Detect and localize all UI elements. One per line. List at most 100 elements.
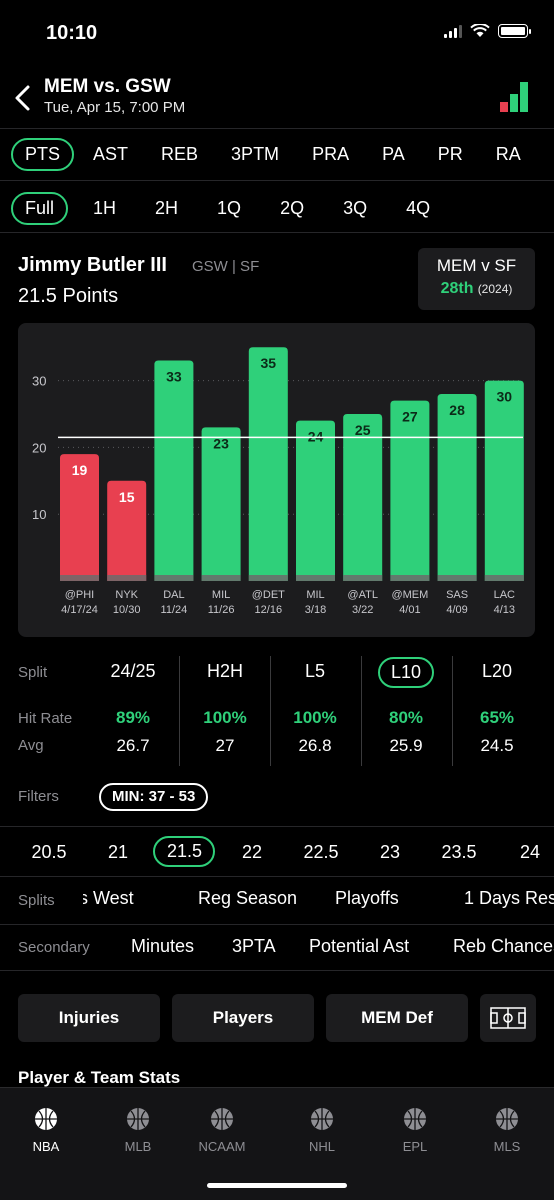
period-tab-1q[interactable]: 1Q (217, 198, 242, 218)
back-chevron-icon[interactable] (12, 84, 36, 112)
line-option[interactable]: 21 (107, 842, 129, 862)
tab-pa[interactable]: PA (382, 144, 405, 164)
nav-ncaam[interactable]: NCAAM (182, 1108, 262, 1154)
tab-ast[interactable]: AST (93, 144, 129, 164)
split-filter-playoffs[interactable]: Playoffs (335, 888, 399, 908)
basketball-icon (35, 1108, 57, 1130)
bar[interactable] (60, 454, 99, 581)
secondary-stat-minutes[interactable]: Minutes (131, 936, 195, 956)
bar[interactable] (484, 380, 524, 581)
split-l5[interactable]: L5 (304, 661, 326, 681)
team-defense-button[interactable]: MEM Def (326, 994, 468, 1042)
period-tab-2h[interactable]: 2H (155, 198, 179, 218)
nav-label: NCAAM (198, 1139, 246, 1154)
line-option[interactable]: 24 (519, 842, 541, 862)
bar-group[interactable]: 30 (484, 380, 524, 581)
period-tab-full[interactable]: Full (11, 192, 69, 225)
y-tick-label: 20 (32, 440, 46, 455)
nav-epl[interactable]: EPL (375, 1108, 455, 1154)
period-tab-1h[interactable]: 1H (93, 198, 117, 218)
bar-value-label: 27 (402, 409, 418, 425)
bar[interactable] (437, 393, 477, 581)
line-option[interactable]: 22 (241, 842, 263, 862)
tab-pr[interactable]: PR (437, 144, 463, 164)
home-indicator (207, 1183, 347, 1188)
bar-group[interactable]: 28 (437, 393, 477, 581)
minutes-filter-chip[interactable]: MIN: 37 - 53 (99, 783, 209, 811)
split-l20[interactable]: L20 (481, 661, 513, 681)
bar[interactable] (390, 400, 430, 581)
nav-nhl[interactable]: NHL (282, 1108, 362, 1154)
hockey-puck-icon (311, 1108, 333, 1130)
secondary-row-label: Secondary (18, 939, 90, 956)
player-team-position: GSW | SF (192, 258, 260, 275)
bar-group[interactable]: 15 (107, 480, 147, 581)
nav-mls[interactable]: MLS (467, 1108, 547, 1154)
split-filter-vs-west[interactable]: vs West (70, 888, 134, 908)
secondary-stat-reb-chances[interactable]: Reb Chances (453, 936, 554, 956)
nav-nba[interactable]: NBA (6, 1108, 86, 1154)
tab-3ptm[interactable]: 3PTM (231, 144, 280, 164)
divider (0, 232, 554, 233)
bar[interactable] (248, 347, 288, 581)
bar-value-label: 23 (213, 435, 229, 451)
court-view-button[interactable] (480, 994, 536, 1042)
hit-rate-label: Hit Rate (18, 710, 73, 727)
period-tab-3q[interactable]: 3Q (343, 198, 368, 218)
x-tick-date: 4/17/24 (61, 604, 98, 616)
x-tick-opponent: MIL (306, 589, 324, 601)
tab-pra[interactable]: PRA (312, 144, 350, 164)
bar-chart-icon[interactable] (500, 80, 530, 112)
split-filter-1-days-rest[interactable]: 1 Days Rest (464, 888, 554, 908)
line-option[interactable]: 23 (379, 842, 401, 862)
players-button[interactable]: Players (172, 994, 314, 1042)
bar[interactable] (154, 360, 194, 581)
chart-svg: 10 20 30 19 @PHI 4/17/24 15 NYK 10/30 33 DAL 11/24 2… (32, 347, 524, 616)
period-tab-4q[interactable]: 4Q (406, 198, 431, 218)
bar[interactable] (343, 414, 383, 581)
secondary-stat-3pta[interactable]: 3PTA (232, 936, 276, 956)
bar-group[interactable]: 19 (60, 454, 99, 581)
bar-base (107, 575, 147, 581)
line-option[interactable]: 21.5 (153, 836, 215, 867)
tab-pts[interactable]: PTS (11, 138, 75, 171)
bar-group[interactable]: 35 (248, 347, 288, 581)
y-tick-label: 10 (32, 507, 46, 522)
tab-reb[interactable]: REB (161, 144, 199, 164)
bar-base (296, 575, 335, 581)
bar-group[interactable]: 27 (390, 400, 430, 581)
bar-base (60, 575, 99, 581)
secondary-stat-potential-ast[interactable]: Potential Ast (309, 936, 410, 956)
hit-rate-value: 80% (388, 708, 424, 727)
avg-value: 25.9 (389, 736, 423, 755)
bar-group[interactable]: 33 (154, 360, 194, 581)
split-filter-reg-season[interactable]: Reg Season (198, 888, 298, 908)
nav-mlb[interactable]: MLB (98, 1108, 178, 1154)
split-l10[interactable]: L10 (378, 657, 434, 688)
bottom-nav: NBA MLB NCAAM NHL EPL MLS (0, 1087, 554, 1200)
bar[interactable] (201, 427, 241, 581)
x-tick-date: 10/30 (113, 604, 141, 616)
bar[interactable] (107, 480, 147, 581)
tab-ra[interactable]: RA (495, 144, 521, 164)
split-h2h[interactable]: H2H (206, 661, 243, 681)
prop-line: 21.5 Points (18, 285, 119, 307)
x-tick-opponent: NYK (115, 589, 138, 601)
bar-base (484, 575, 524, 581)
injuries-button[interactable]: Injuries (18, 994, 160, 1042)
matchup-rank-card[interactable]: MEM v SF 28th (2024) (418, 248, 535, 310)
bar-group[interactable]: 23 (201, 427, 241, 581)
bar-group[interactable]: 24 (296, 420, 335, 581)
bar-value-label: 35 (261, 355, 277, 371)
divider (0, 180, 554, 181)
line-option[interactable]: 20.5 (31, 842, 67, 862)
bar-group[interactable]: 25 (343, 414, 383, 581)
period-tab-2q[interactable]: 2Q (280, 198, 305, 218)
split-24-25[interactable]: 24/25 (110, 661, 156, 681)
bar[interactable] (296, 420, 335, 581)
hit-rate-value: 100% (293, 708, 337, 727)
avg-value: 27 (215, 736, 235, 755)
status-time: 10:10 (46, 22, 98, 44)
line-option[interactable]: 23.5 (441, 842, 477, 862)
line-option[interactable]: 22.5 (303, 842, 339, 862)
